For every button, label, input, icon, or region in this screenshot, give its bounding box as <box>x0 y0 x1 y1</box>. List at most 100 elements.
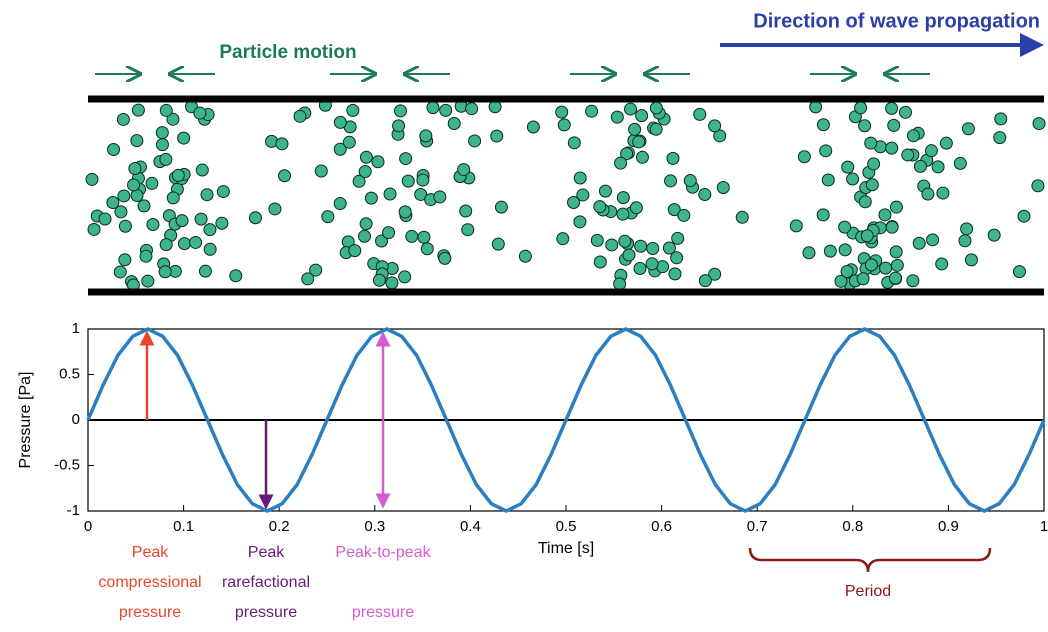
particle <box>365 192 377 204</box>
annotation: pressure <box>119 604 181 621</box>
diagram: Particle motion Direction of wave propag… <box>0 0 1048 627</box>
y-tick-label: 0 <box>72 411 80 428</box>
particle <box>634 263 646 275</box>
particle <box>886 142 898 154</box>
particle <box>817 209 829 221</box>
particle <box>147 218 159 230</box>
particle <box>886 221 898 233</box>
particle <box>839 221 851 233</box>
particle <box>890 246 902 258</box>
particle <box>519 250 531 262</box>
particle <box>386 277 398 289</box>
particle <box>684 175 696 187</box>
particle <box>373 274 385 286</box>
particle <box>394 105 406 117</box>
particle <box>667 152 679 164</box>
particle <box>1013 266 1025 278</box>
particle <box>859 120 871 132</box>
particle <box>790 220 802 232</box>
particle <box>230 270 242 282</box>
particle <box>866 179 878 191</box>
particles <box>86 99 1045 291</box>
particle <box>160 239 172 251</box>
particle <box>108 143 120 155</box>
particle <box>907 275 919 287</box>
particle <box>448 118 460 130</box>
particle <box>663 242 675 254</box>
y-tick-label: 0.5 <box>59 365 80 382</box>
particle <box>932 161 944 173</box>
particle <box>591 234 603 246</box>
particle <box>249 212 261 224</box>
particle <box>421 243 433 255</box>
particle <box>798 151 810 163</box>
particle <box>822 174 834 186</box>
particle <box>880 262 892 274</box>
particle <box>889 272 901 284</box>
x-tick-label: 0.2 <box>269 518 290 535</box>
particle <box>824 245 836 257</box>
particle <box>1033 118 1045 130</box>
period-bracket <box>750 548 990 572</box>
particle <box>142 275 154 287</box>
particle <box>420 130 432 142</box>
x-tick-label: 0.4 <box>460 518 481 535</box>
particle <box>434 191 446 203</box>
particle <box>359 166 371 178</box>
particle <box>372 156 384 168</box>
particle <box>868 158 880 170</box>
particle <box>803 247 815 259</box>
particle <box>118 190 130 202</box>
particle <box>558 119 570 131</box>
particle <box>847 173 859 185</box>
x-tick-label: 0 <box>84 518 92 535</box>
particle <box>611 111 623 123</box>
particle <box>201 189 213 201</box>
particle <box>617 192 629 204</box>
particle <box>717 181 729 193</box>
particle <box>399 271 411 283</box>
particle <box>855 102 867 114</box>
particle <box>925 145 937 157</box>
particle <box>216 217 228 229</box>
particle <box>462 224 474 236</box>
particle <box>343 136 355 148</box>
particle <box>961 223 973 235</box>
particle <box>606 239 618 251</box>
annotation: pressure <box>352 604 414 621</box>
x-tick-label: 0.6 <box>651 518 672 535</box>
particle <box>527 121 539 133</box>
particle <box>841 266 853 278</box>
particle <box>294 110 306 122</box>
particle-motion-label: Particle motion <box>219 42 356 63</box>
particle <box>839 244 851 256</box>
particle <box>115 206 127 218</box>
particle <box>842 161 854 173</box>
particle <box>650 123 662 135</box>
particle <box>417 174 429 186</box>
particle <box>140 250 152 262</box>
particle <box>178 132 190 144</box>
x-tick-label: 0.7 <box>747 518 768 535</box>
particle <box>922 188 934 200</box>
particle <box>194 107 206 119</box>
particle <box>954 157 966 169</box>
particle <box>937 187 949 199</box>
particle <box>810 101 822 113</box>
x-tick-label: 0.1 <box>173 518 194 535</box>
particle <box>458 164 470 176</box>
particle <box>678 209 690 221</box>
particle <box>86 173 98 185</box>
particle <box>888 119 900 131</box>
particle <box>360 218 372 230</box>
annotation: Peak-to-peak <box>335 544 431 561</box>
particle <box>400 153 412 165</box>
particle <box>302 273 314 285</box>
particle <box>439 252 451 264</box>
particle <box>988 229 1000 241</box>
particle <box>167 192 179 204</box>
particle <box>865 259 877 271</box>
y-tick-label: -1 <box>67 502 80 519</box>
particle <box>636 151 648 163</box>
particle <box>204 243 216 255</box>
